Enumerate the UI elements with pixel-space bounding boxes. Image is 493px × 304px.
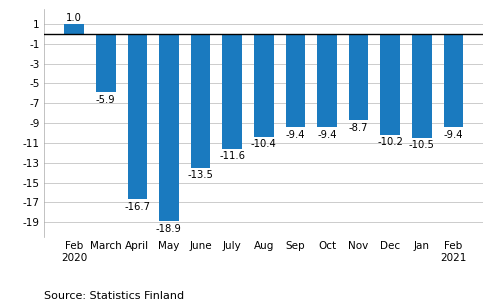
Text: -9.4: -9.4 (317, 130, 337, 140)
Bar (412, 34, 431, 138)
Bar (254, 34, 274, 137)
Text: -16.7: -16.7 (124, 202, 150, 212)
Bar (191, 34, 211, 168)
Text: -11.6: -11.6 (219, 151, 245, 161)
Text: -10.5: -10.5 (409, 140, 435, 150)
Text: -9.4: -9.4 (285, 130, 305, 140)
Bar (317, 34, 337, 127)
Bar (222, 34, 242, 149)
Bar (64, 24, 84, 34)
Bar (128, 34, 147, 199)
Bar (381, 34, 400, 135)
Bar (444, 34, 463, 127)
Bar (159, 34, 179, 221)
Bar (285, 34, 305, 127)
Bar (349, 34, 368, 120)
Text: -5.9: -5.9 (96, 95, 115, 105)
Text: -10.4: -10.4 (251, 140, 277, 150)
Text: 1.0: 1.0 (66, 12, 82, 22)
Text: -13.5: -13.5 (188, 170, 213, 180)
Text: Source: Statistics Finland: Source: Statistics Finland (44, 291, 184, 301)
Text: -18.9: -18.9 (156, 224, 182, 234)
Bar (96, 34, 115, 92)
Text: -9.4: -9.4 (444, 130, 463, 140)
Text: -10.2: -10.2 (377, 137, 403, 147)
Text: -8.7: -8.7 (349, 123, 368, 133)
